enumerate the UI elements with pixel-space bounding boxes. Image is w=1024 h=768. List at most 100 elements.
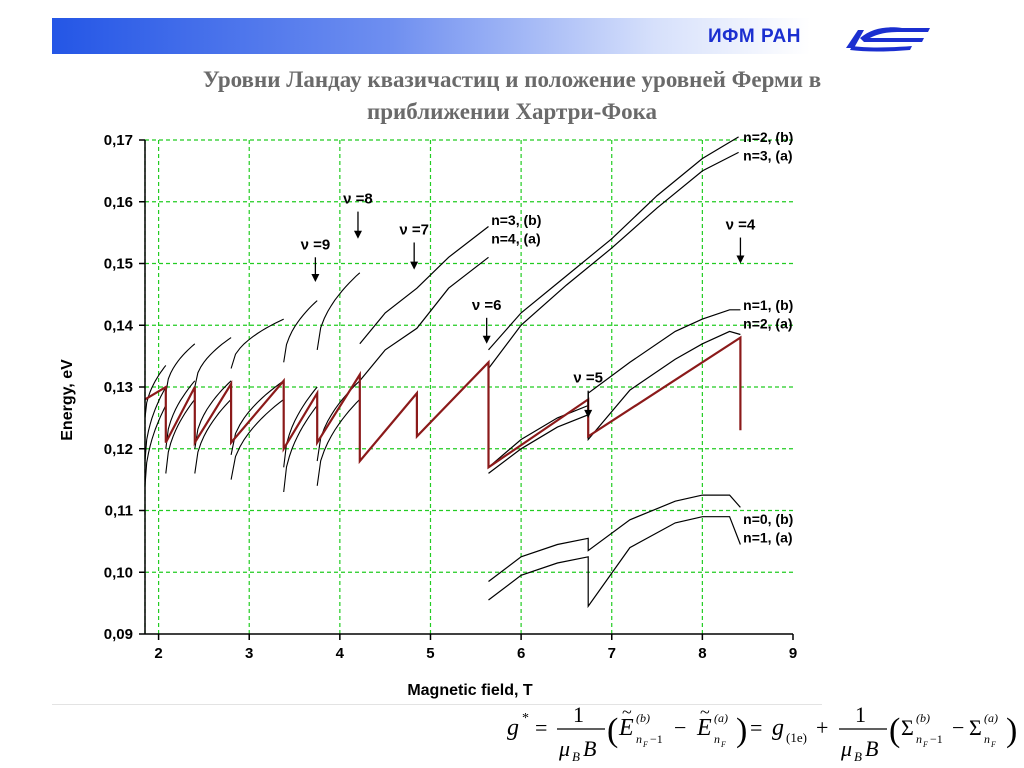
landau-level-line xyxy=(488,136,739,351)
formula-numerator-2: 1 xyxy=(855,702,866,727)
branch-label: n=0, (b) xyxy=(743,511,793,527)
low-field-level xyxy=(165,380,196,449)
nu-arrow-head-icon xyxy=(353,230,362,239)
nu-arrow-head-icon xyxy=(482,335,491,344)
landau-level-line xyxy=(488,151,739,369)
nu-label: ν =7 xyxy=(399,221,429,238)
nu-arrow-head-icon xyxy=(584,409,593,418)
branch-label: n=1, (b) xyxy=(743,297,793,313)
formula-plus: + xyxy=(816,715,828,740)
low-field-level xyxy=(165,343,196,394)
formula-s1-sub-minus: −1 xyxy=(930,732,943,746)
branch-label: n=1, (a) xyxy=(743,530,792,546)
low-field-level xyxy=(194,380,232,449)
formula-e2-sup: (a) xyxy=(714,711,728,725)
nu-label: ν =6 xyxy=(472,297,502,314)
formula-s2-sub-f: F xyxy=(990,740,996,749)
x-tick-label: 7 xyxy=(608,645,616,662)
formula-paren-open-1: ( xyxy=(607,712,618,749)
formula-numerator-1: 1 xyxy=(573,702,584,727)
title-line-2: приближении Хартри-Фока xyxy=(366,99,657,124)
series-group xyxy=(144,136,742,609)
branch-label: n=2, (a) xyxy=(743,315,792,331)
title-line-1: Уровни Ландау квазичастиц и положение ур… xyxy=(202,67,822,92)
low-field-level xyxy=(230,398,285,480)
formula-e1-sub-f: F xyxy=(642,740,648,749)
branch-label: n=4, (a) xyxy=(491,231,540,247)
formula-s1-sub-n: n xyxy=(916,732,922,746)
landau-level-line xyxy=(488,309,741,468)
x-tick-label: 9 xyxy=(789,645,797,662)
low-field-level xyxy=(194,399,232,474)
x-axis-label: Magnetic field, T xyxy=(407,682,533,699)
formula-minus-2: − xyxy=(952,715,964,740)
low-field-level xyxy=(194,337,232,388)
landau-level-line xyxy=(488,494,741,582)
formula-e1-sub-minus: −1 xyxy=(650,732,663,746)
formula-b-1: B xyxy=(583,736,596,761)
landau-level-line xyxy=(359,256,489,382)
nu-arrow-head-icon xyxy=(311,274,320,283)
landau-level-line xyxy=(488,516,741,609)
formula-s1-sup: (b) xyxy=(916,711,930,725)
low-field-level xyxy=(316,272,361,350)
low-field-level xyxy=(144,386,167,462)
fermi-level-line xyxy=(144,335,742,470)
y-axis-label: Energy, eV xyxy=(59,359,76,441)
low-field-level xyxy=(144,405,167,486)
formula-mu-sub-1: B xyxy=(572,749,580,764)
formula-e1-sup: (b) xyxy=(636,711,650,725)
annotations: n=2, (b) n=3, (a) n=3, (b) n=4, (a) n=1, (b)… xyxy=(301,129,794,546)
nu-arrow-head-icon xyxy=(410,261,419,270)
x-tick-label: 5 xyxy=(426,645,434,662)
low-field-level xyxy=(316,399,361,486)
formula-divider xyxy=(52,704,822,705)
landau-level-line xyxy=(359,226,489,345)
formula-g-2: g xyxy=(772,715,784,741)
y-tick-label: 0,14 xyxy=(104,317,134,334)
nu-label: ν =8 xyxy=(343,191,373,208)
y-tick-label: 0,17 xyxy=(104,132,133,149)
x-tick-label: 3 xyxy=(245,645,253,662)
formula-g-sub: (1e) xyxy=(786,730,807,745)
low-field-level xyxy=(230,318,284,369)
formula-e2-sub-n: n xyxy=(714,732,720,746)
formula-sigma-2: Σ xyxy=(969,715,982,740)
x-tick-label: 6 xyxy=(517,645,525,662)
nu-arrow-head-icon xyxy=(736,255,745,264)
landau-level-line xyxy=(488,330,741,474)
formula-paren-close-1: ) xyxy=(736,712,747,749)
branch-label: n=3, (b) xyxy=(491,212,541,228)
low-field-level xyxy=(165,399,196,474)
institute-logo-icon xyxy=(846,27,930,52)
low-field-level xyxy=(283,300,318,363)
low-field-level xyxy=(283,386,318,468)
formula-s1-sub-f: F xyxy=(922,740,928,749)
formula-star: * xyxy=(522,711,529,726)
branch-label: n=3, (a) xyxy=(743,147,792,163)
formula-mu-1: μ xyxy=(558,736,570,761)
formula-s2-sub-n: n xyxy=(984,732,990,746)
nu-label: ν =5 xyxy=(573,370,603,387)
formula-e-2: E xyxy=(696,715,712,741)
nu-label: ν =9 xyxy=(301,236,331,253)
x-tick-label: 2 xyxy=(154,645,162,662)
x-tick-label: 4 xyxy=(336,645,345,662)
g-factor-formula: g * = 1 μ B B ( ~ E (b) n F −1 − ~ E (a)… xyxy=(507,702,1017,764)
low-field-level xyxy=(230,380,285,456)
formula-paren-close-2: ) xyxy=(1006,712,1017,749)
y-tick-label: 0,15 xyxy=(104,256,133,273)
y-tick-label: 0,11 xyxy=(105,503,133,520)
formula-e1-sub-n: n xyxy=(636,732,642,746)
nu-label: ν =4 xyxy=(726,217,756,234)
formula-mu-2: μ xyxy=(840,736,852,761)
formula-tilde-1: ~ xyxy=(622,702,632,722)
y-tick-label: 0,09 xyxy=(104,626,133,643)
y-tick-label: 0,12 xyxy=(104,441,133,458)
formula-equals: = xyxy=(535,715,547,740)
y-tick-label: 0,13 xyxy=(104,379,133,396)
axes: 2 3 4 5 6 7 8 9 0,09 0,10 0,11 0,12 0,13 0,14 0,15 0,16… xyxy=(104,132,797,662)
formula-e2-sub-f: F xyxy=(720,740,726,749)
formula-paren-open-2: ( xyxy=(889,712,900,749)
formula-s2-sup: (a) xyxy=(984,711,998,725)
